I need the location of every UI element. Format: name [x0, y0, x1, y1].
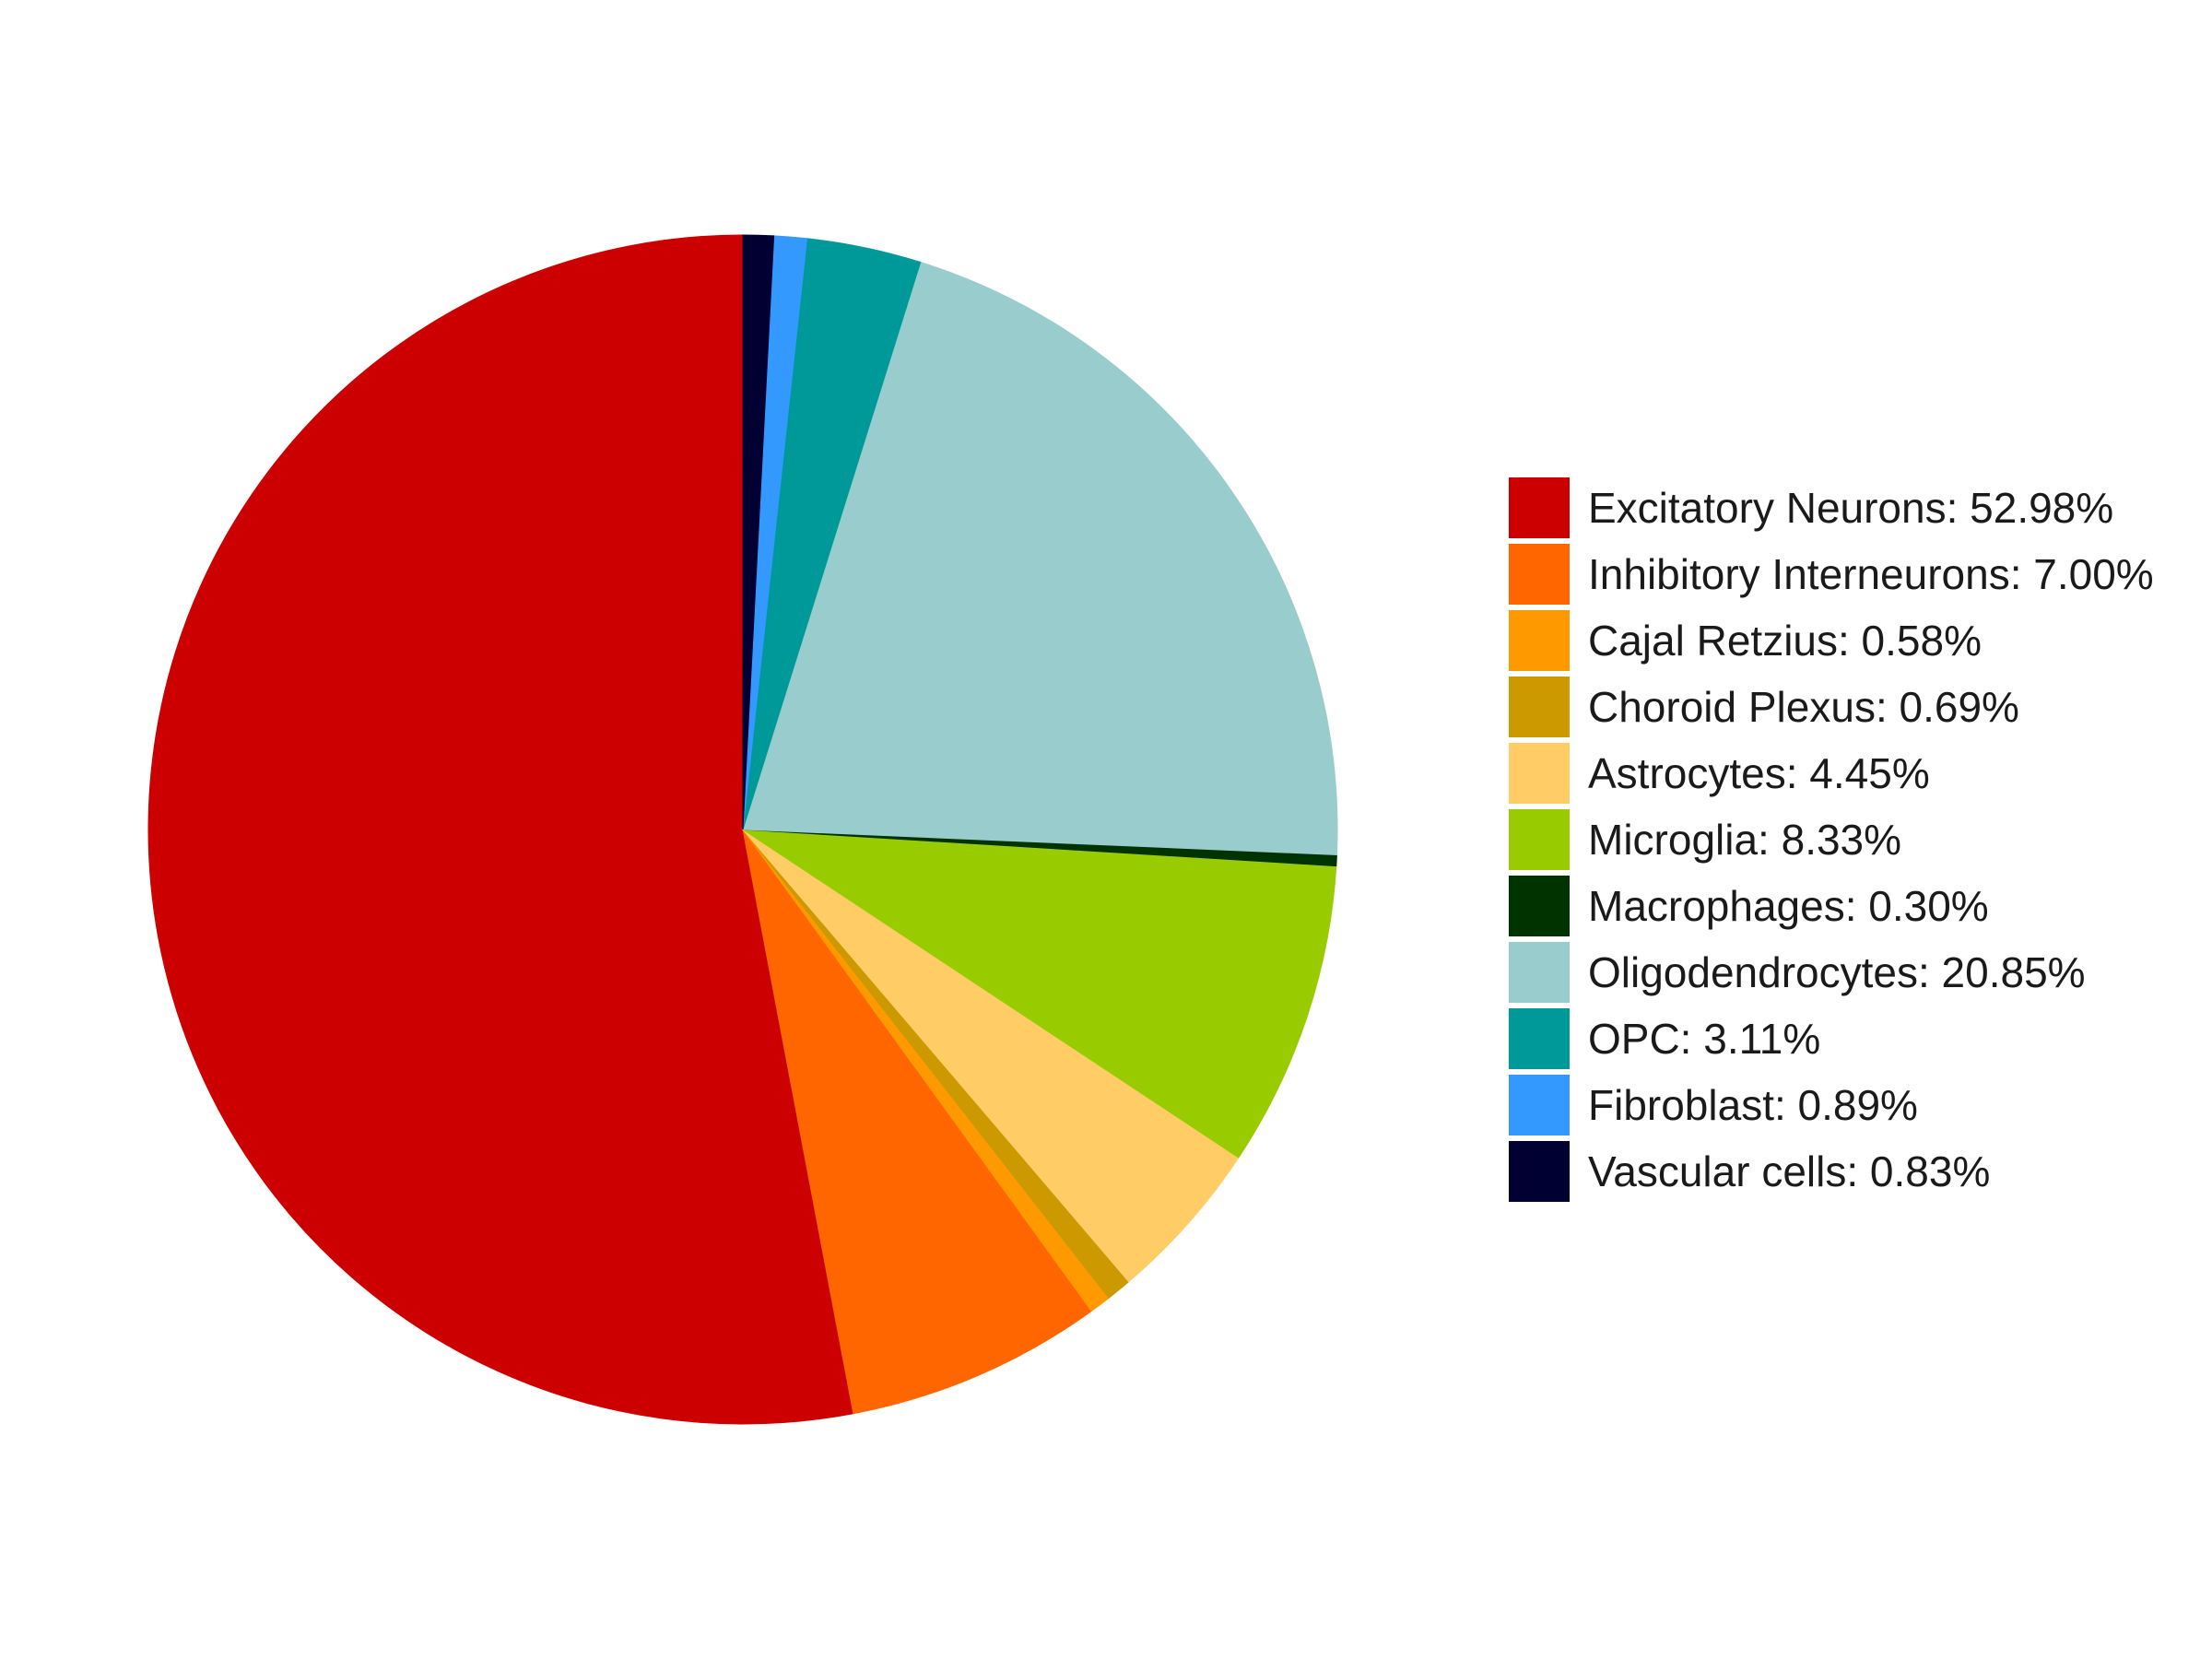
legend-label-excitatory-neurons: Excitatory Neurons: 52.98%	[1588, 484, 2113, 532]
legend-label-microglia: Microglia: 8.33%	[1588, 816, 1901, 864]
legend-swatch-fibroblast	[1509, 1075, 1570, 1135]
pie-slice-excitatory-neurons	[147, 234, 854, 1425]
pie-slice-astrocytes	[742, 829, 1240, 1283]
legend-swatch-macrophages	[1509, 876, 1570, 936]
legend-label-oligodendrocytes: Oligodendrocytes: 20.85%	[1588, 948, 2086, 996]
pie-slice-inhibitory-interneurons	[742, 829, 1092, 1415]
legend-label-cajal-retzius: Cajal Retzius: 0.58%	[1588, 617, 1982, 665]
legend-label-astrocytes: Astrocytes: 4.45%	[1588, 749, 1930, 797]
legend-label-macrophages: Macrophages: 0.30%	[1588, 882, 1989, 930]
legend-label-choroid-plexus: Choroid Plexus: 0.69%	[1588, 683, 2019, 731]
legend-swatch-astrocytes	[1509, 743, 1570, 804]
legend-label-vascular-cells: Vascular cells: 0.83%	[1588, 1147, 1990, 1195]
legend-label-opc: OPC: 3.11%	[1588, 1015, 1820, 1063]
legend-label-fibroblast: Fibroblast: 0.89%	[1588, 1081, 1918, 1129]
pie-slice-oligodendrocytes	[742, 261, 1338, 855]
pie-slice-microglia	[741, 829, 1337, 1159]
legend-label-inhibitory-interneurons: Inhibitory Interneurons: 7.00%	[1588, 550, 2154, 598]
pie-slice-vascular-cells	[742, 234, 775, 830]
legend-swatch-microglia	[1509, 809, 1570, 870]
legend-swatch-choroid-plexus	[1509, 677, 1570, 737]
legend-swatch-excitatory-neurons	[1509, 477, 1570, 538]
legend-swatch-opc	[1509, 1008, 1570, 1069]
legend-swatch-vascular-cells	[1509, 1141, 1570, 1202]
pie-slices	[147, 234, 1338, 1425]
legend-swatch-cajal-retzius	[1509, 610, 1570, 671]
legend-swatch-oligodendrocytes	[1509, 942, 1570, 1003]
legend-swatch-inhibitory-interneurons	[1509, 544, 1570, 605]
legend: Excitatory Neurons: 52.98% Inhibitory Int…	[1509, 477, 2154, 1202]
